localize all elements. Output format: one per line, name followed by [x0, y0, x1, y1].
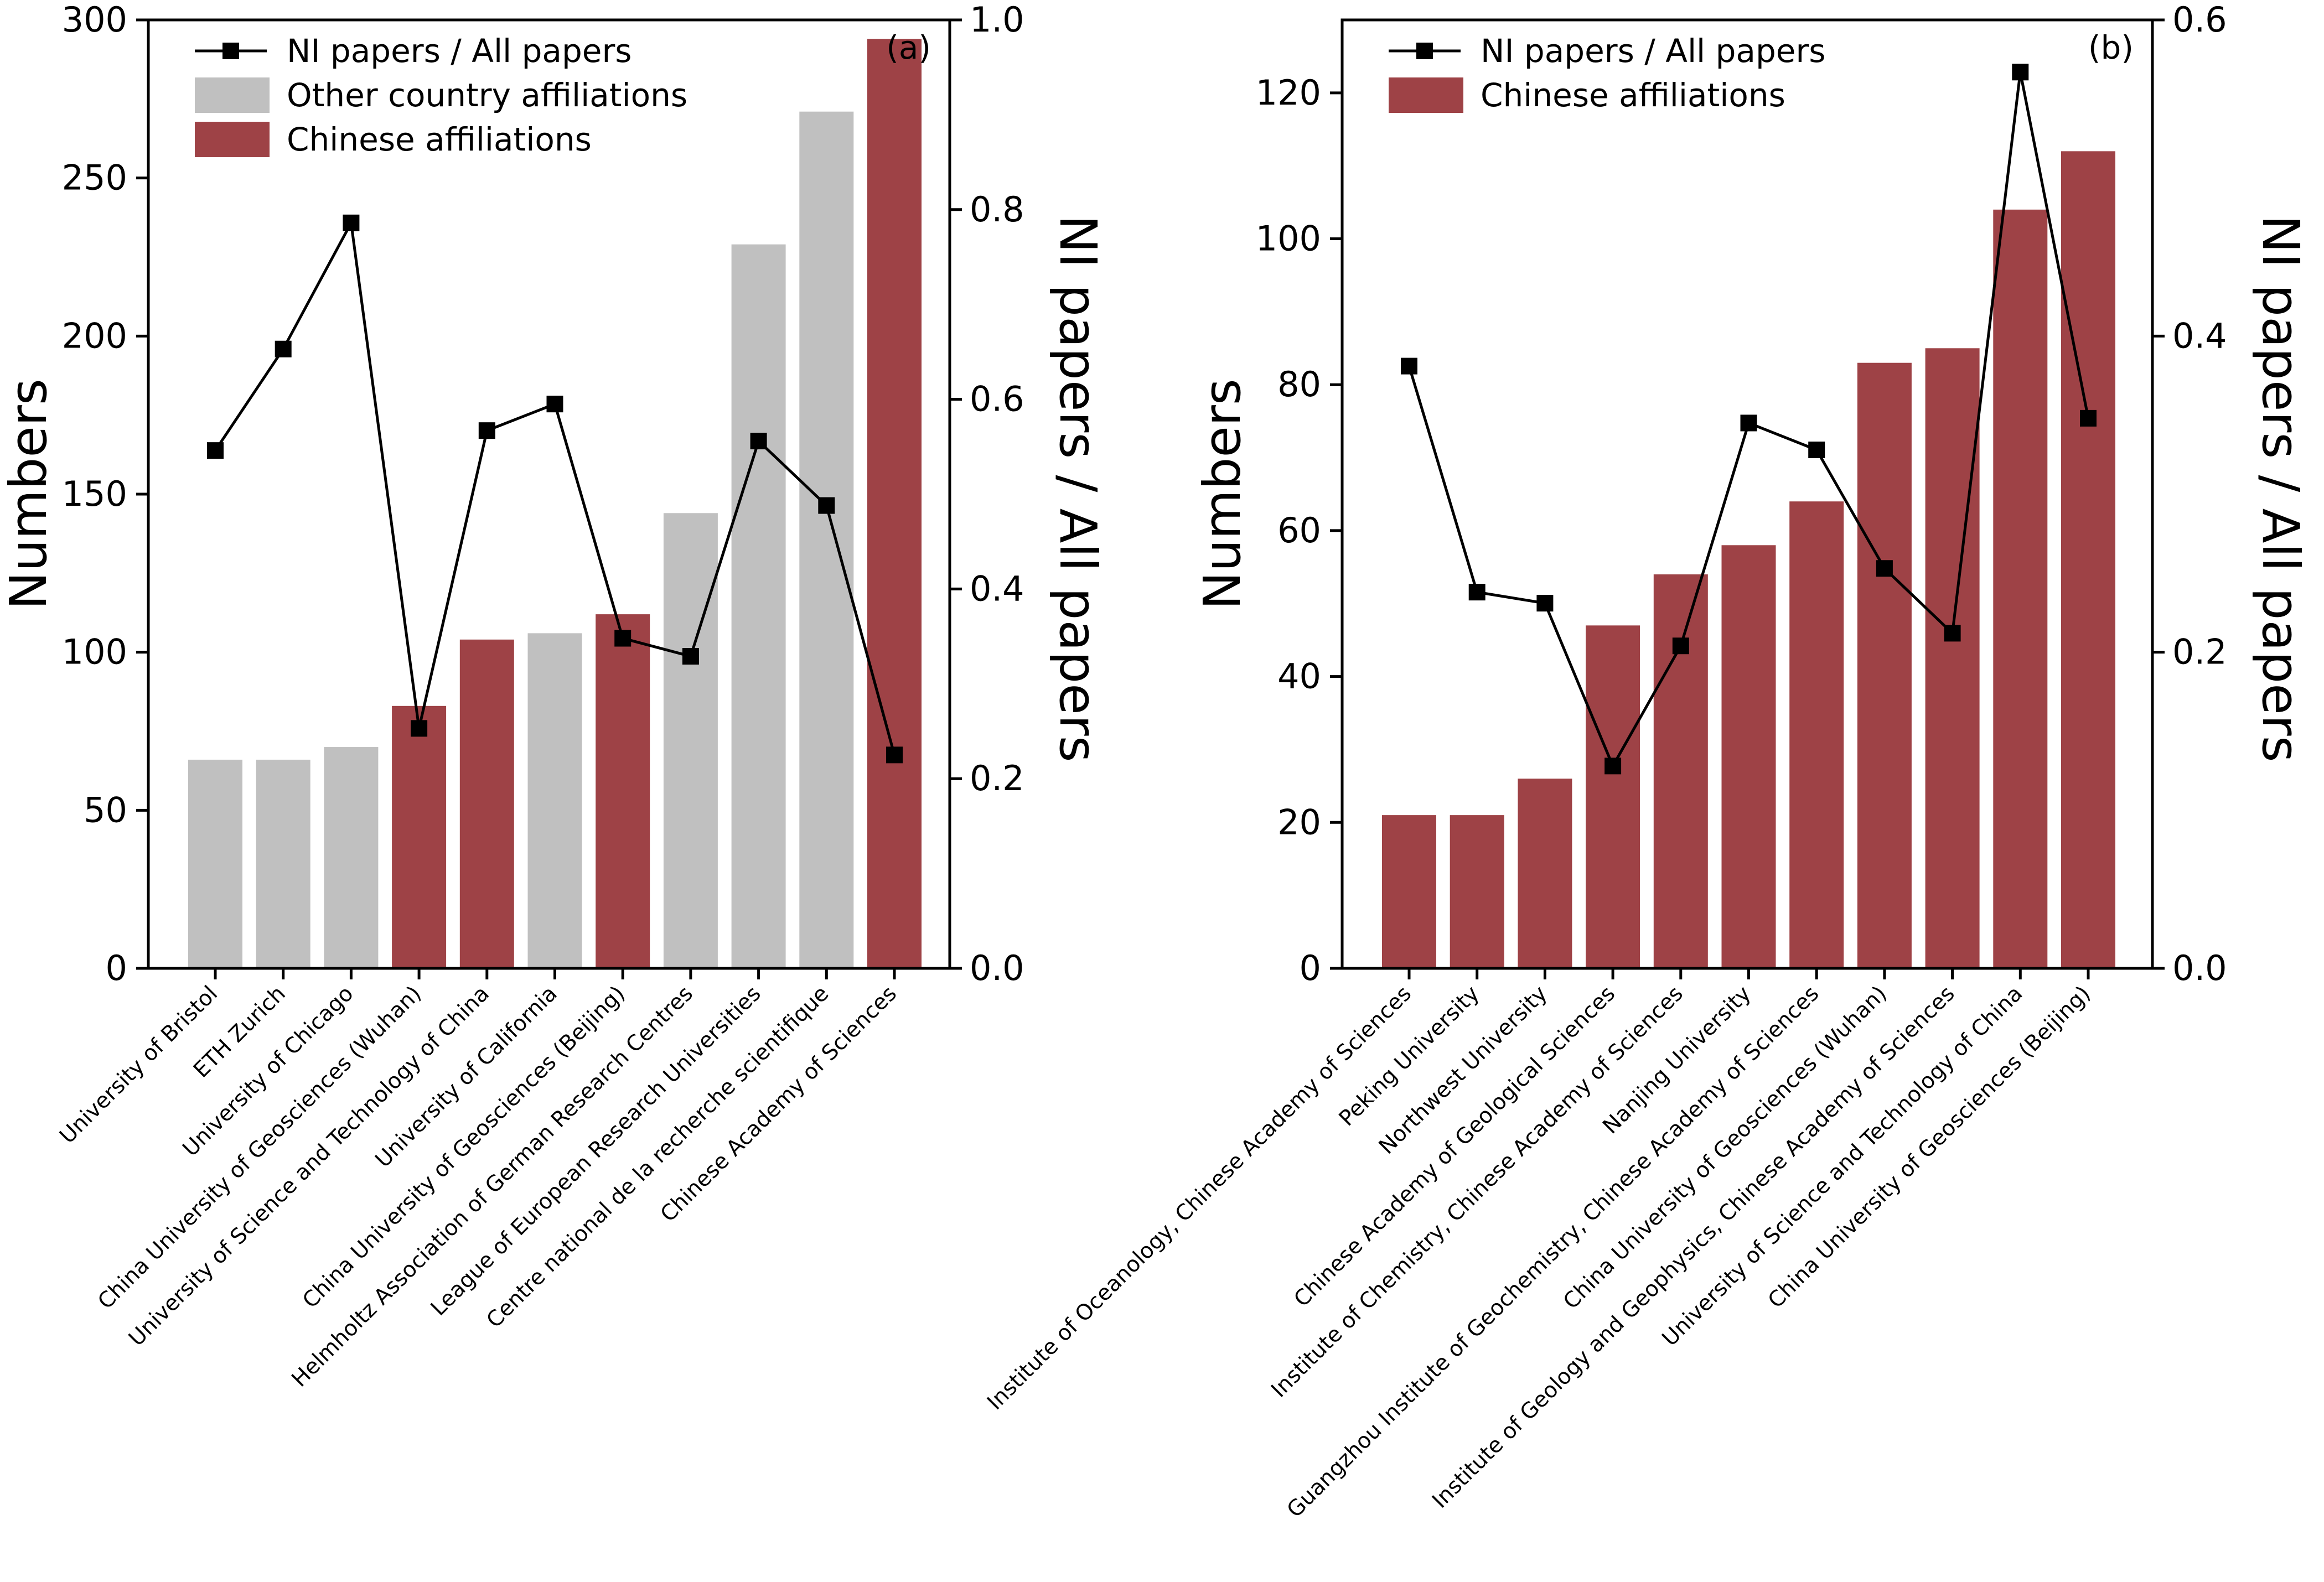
ratio-point-6 — [614, 630, 632, 647]
ratio-point-1 — [275, 340, 292, 357]
bar-9 — [799, 111, 854, 969]
bar-5 — [1721, 545, 1776, 968]
category-label-3: China University of Geosciences (Wuhan) — [93, 981, 426, 1314]
y-tick-label-2: 100 — [62, 632, 127, 672]
ratio-point-10 — [2080, 409, 2097, 427]
bar-4 — [459, 639, 514, 968]
y2-tick-label-4: 0.8 — [970, 189, 1024, 230]
ratio-point-8 — [1944, 625, 1961, 642]
y2-tick-label-5: 1.0 — [970, 0, 1024, 40]
category-label-3: Chinese Academy of Geological Sciences — [1290, 981, 1621, 1312]
ratio-point-10 — [886, 746, 903, 764]
panel-label: (a) — [886, 29, 931, 66]
y2-tick-label-1: 0.2 — [2172, 632, 2227, 672]
bar-6 — [1789, 501, 1844, 968]
bar-0 — [188, 759, 242, 968]
legend: NI papers / All papers Other country affi… — [195, 32, 687, 158]
bar-0 — [1382, 815, 1436, 968]
legend-label-0: NI papers / All papers — [287, 32, 632, 70]
y2-tick-label-1: 0.2 — [970, 758, 1024, 798]
bar-5 — [527, 633, 582, 968]
ratio-point-3 — [411, 720, 428, 737]
panel-b: 0 20 40 60 80 100 120 0.0 0.2 0.4 0.6 Institute of … — [982, 0, 2310, 1523]
y-tick-label-6: 120 — [1256, 72, 1321, 113]
ratio-point-6 — [1808, 442, 1825, 459]
bar-8 — [1925, 348, 1980, 969]
y-axis-label: Numbers — [1193, 378, 1252, 610]
ratio-point-8 — [750, 433, 767, 450]
bar-2 — [324, 747, 379, 968]
y2-axis-label: NI papers / All papers — [1048, 215, 1107, 762]
ratio-point-0 — [207, 442, 224, 459]
y2-tick-label-3: 0.6 — [2172, 0, 2227, 40]
ratio-point-4 — [1672, 637, 1689, 655]
legend-label-0: NI papers / All papers — [1481, 32, 1826, 70]
y-tick-label-0: 0 — [1300, 948, 1321, 988]
bar-1 — [1450, 815, 1504, 968]
bar-4 — [1653, 574, 1708, 968]
category-label-10: China University of Geosciences (Beijing… — [1763, 981, 2095, 1313]
bar-9 — [1993, 209, 2048, 968]
panel-label: (b) — [2088, 29, 2134, 66]
category-label-6: China University of Geosciences (Beijing… — [298, 981, 630, 1313]
legend-swatch-other — [195, 77, 270, 113]
y-tick-label-0: 0 — [106, 948, 127, 988]
bar-7 — [663, 513, 718, 968]
ratio-point-7 — [682, 648, 699, 665]
y2-tick-label-2: 0.4 — [970, 568, 1024, 609]
legend-swatch-chinese — [1389, 77, 1463, 113]
legend-swatch-chinese — [195, 122, 270, 157]
bar-7 — [1857, 362, 1912, 968]
ratio-point-5 — [1740, 414, 1757, 432]
y-tick-label-2: 40 — [1277, 656, 1321, 697]
bar-3 — [392, 706, 447, 968]
y-tick-label-5: 100 — [1256, 219, 1321, 259]
ratio-point-3 — [1604, 758, 1622, 775]
y-tick-label-1: 50 — [84, 790, 127, 830]
y-tick-label-4: 80 — [1277, 364, 1321, 404]
y2-tick-label-2: 0.4 — [2172, 315, 2227, 356]
bar-10 — [867, 39, 922, 968]
bar-6 — [596, 614, 650, 968]
category-label-7: China University of Geosciences (Wuhan) — [1559, 981, 1892, 1314]
category-label-0: Institute of Oceanology, Chinese Academy… — [982, 981, 1416, 1415]
y-tick-label-5: 250 — [62, 158, 127, 198]
y2-axis-label: NI papers / All papers — [2251, 215, 2310, 762]
ratio-point-2 — [343, 214, 360, 231]
ratio-point-9 — [2012, 64, 2029, 81]
legend-marker-swatch — [222, 43, 239, 59]
bar-3 — [1586, 625, 1640, 968]
ratio-point-1 — [1468, 584, 1486, 601]
y-tick-label-6: 300 — [62, 0, 127, 40]
ratio-point-9 — [818, 497, 835, 514]
bar-10 — [2061, 151, 2115, 968]
ratio-point-7 — [1876, 560, 1893, 577]
y-tick-label-3: 60 — [1277, 510, 1321, 551]
legend-marker-swatch — [1416, 43, 1433, 59]
ratio-point-2 — [1536, 595, 1554, 612]
y-tick-label-1: 20 — [1277, 802, 1321, 842]
ratio-point-4 — [478, 422, 495, 439]
bar-2 — [1518, 779, 1572, 968]
y-axis-label: Numbers — [0, 378, 58, 610]
legend-label-2: Chinese affiliations — [287, 121, 592, 158]
panel-a: 0501001502002503000.00.20.40.60.81.0Univ… — [0, 0, 1107, 1392]
ratio-point-5 — [546, 396, 563, 413]
y2-tick-label-0: 0.0 — [970, 948, 1024, 988]
y-tick-label-4: 200 — [62, 315, 127, 356]
legend: NI papers / All papers Chinese affiliatio… — [1389, 32, 1826, 114]
bar-1 — [256, 759, 310, 968]
y2-tick-label-0: 0.0 — [2172, 948, 2227, 988]
ratio-point-0 — [1401, 357, 1417, 375]
legend-label-1: Other country affiliations — [287, 76, 687, 114]
y-tick-label-3: 150 — [62, 474, 127, 514]
bar-8 — [731, 244, 786, 968]
legend-label-1: Chinese affiliations — [1481, 76, 1785, 114]
y2-tick-label-3: 0.6 — [970, 379, 1024, 419]
